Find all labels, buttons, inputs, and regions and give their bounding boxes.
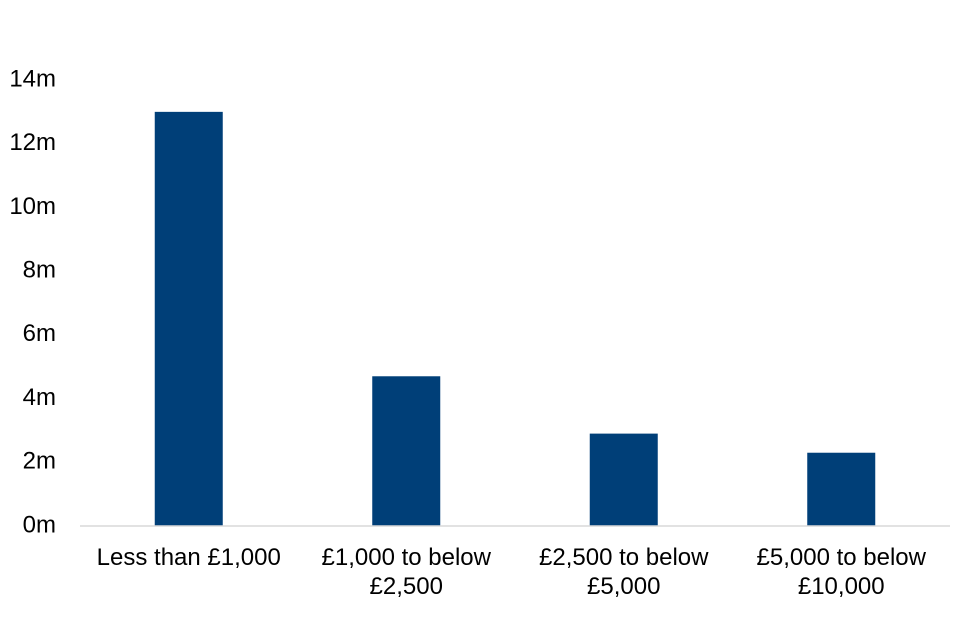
y-tick-label: 14m	[9, 65, 56, 92]
x-tick-label: £2,500 to below £5,000	[539, 544, 709, 600]
bar	[807, 452, 876, 526]
x-tick-label: £1,000 to below £2,500	[321, 544, 491, 600]
y-tick-label: 12m	[9, 129, 56, 156]
y-tick-label: 6m	[23, 320, 56, 347]
bar	[372, 376, 441, 526]
y-tick-label: 2m	[23, 448, 56, 475]
y-tick-label: 8m	[23, 256, 56, 283]
y-tick-label: 10m	[9, 193, 56, 220]
bar	[589, 433, 658, 526]
x-tick-label: £5,000 to below £10,000	[756, 544, 926, 600]
y-tick-label: 0m	[23, 511, 56, 538]
bar	[154, 111, 223, 526]
y-tick-label: 4m	[23, 384, 56, 411]
x-tick-label: Less than £1,000	[96, 544, 281, 571]
